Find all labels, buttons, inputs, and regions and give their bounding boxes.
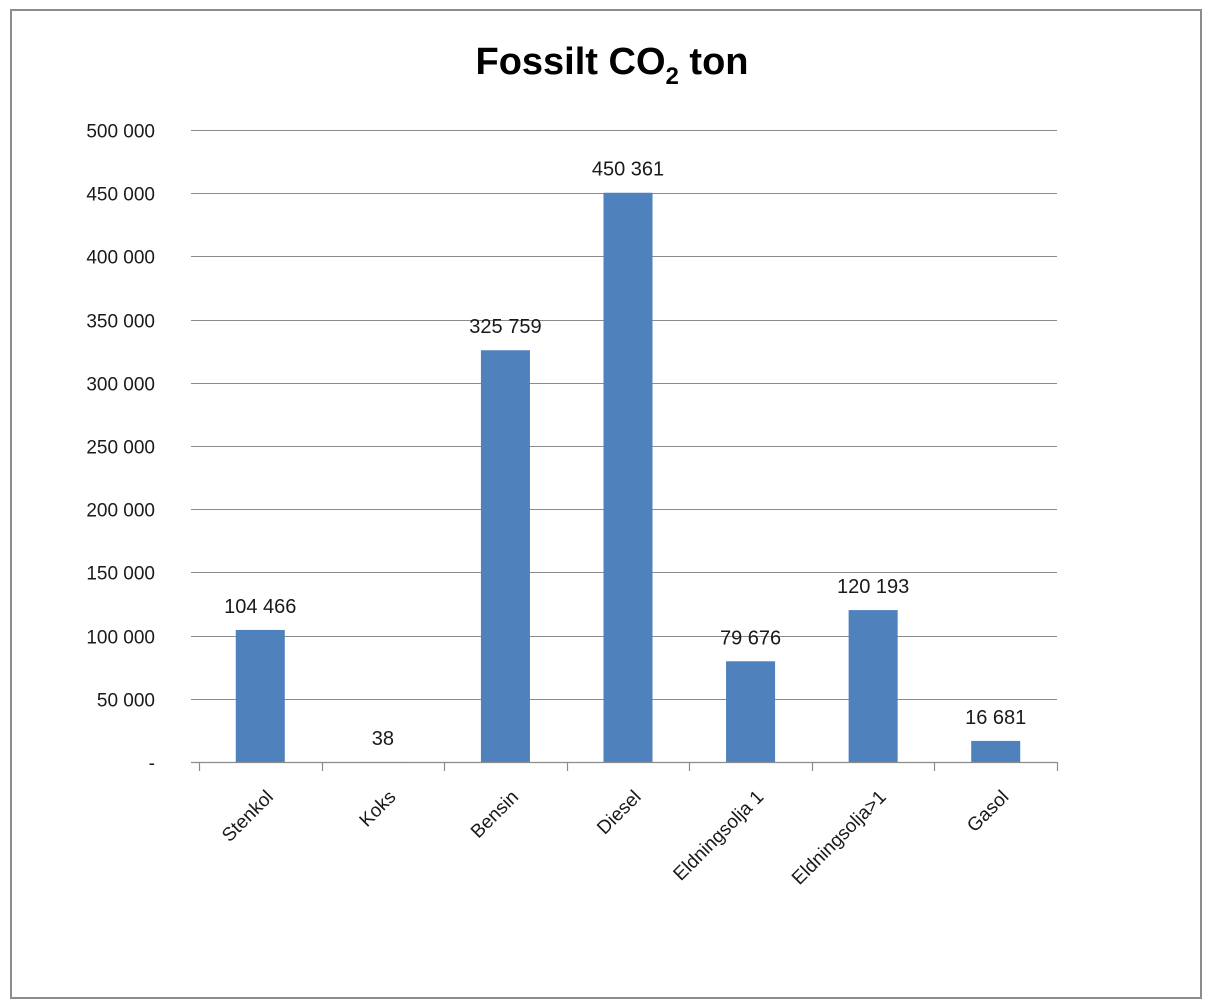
y-tick-label: 350 000 xyxy=(86,312,155,333)
category-label: Eldningsolja>1 xyxy=(788,787,891,890)
chart-title-subscript: 2 xyxy=(666,63,679,90)
y-tick-label: 50 000 xyxy=(97,691,155,712)
data-label: 325 759 xyxy=(469,316,541,338)
chart-title: Fossilt CO2 ton xyxy=(475,41,748,90)
bar xyxy=(849,610,898,762)
bar xyxy=(236,630,285,762)
category-label: Gasol xyxy=(963,787,1013,837)
data-label: 38 xyxy=(372,728,394,750)
y-tick-label: 200 000 xyxy=(86,501,155,522)
category-label: Bensin xyxy=(467,787,523,843)
data-label: 120 193 xyxy=(837,576,909,598)
y-axis-tick-labels: - 50 000 100 000 150 000 200 000 250 000 300 0… xyxy=(86,122,155,775)
category-label: Eldningsolja 1 xyxy=(670,787,769,886)
y-tick-label: 150 000 xyxy=(86,564,155,585)
bar xyxy=(971,741,1020,762)
y-tick-label: 250 000 xyxy=(86,438,155,459)
y-tick-label: 300 000 xyxy=(86,375,155,396)
y-tick-label: 500 000 xyxy=(86,122,155,143)
y-tick-label: - xyxy=(149,754,155,775)
category-label: Diesel xyxy=(593,787,645,839)
category-label: Stenkol xyxy=(218,787,278,847)
x-axis xyxy=(191,762,1058,771)
category-label: Koks xyxy=(356,787,401,832)
bars xyxy=(236,193,1020,762)
y-tick-label: 450 000 xyxy=(86,185,155,206)
bar xyxy=(481,350,530,762)
data-label: 450 361 xyxy=(592,159,664,181)
chart-title-main: Fossilt CO xyxy=(475,41,665,83)
data-label: 104 466 xyxy=(224,596,296,618)
chart-title-suffix: ton xyxy=(679,41,749,83)
data-label: 79 676 xyxy=(720,627,781,649)
data-label: 16 681 xyxy=(965,707,1026,729)
y-tick-label: 100 000 xyxy=(86,628,155,649)
bar xyxy=(726,661,775,762)
bar xyxy=(603,193,652,762)
y-tick-label: 400 000 xyxy=(86,248,155,269)
